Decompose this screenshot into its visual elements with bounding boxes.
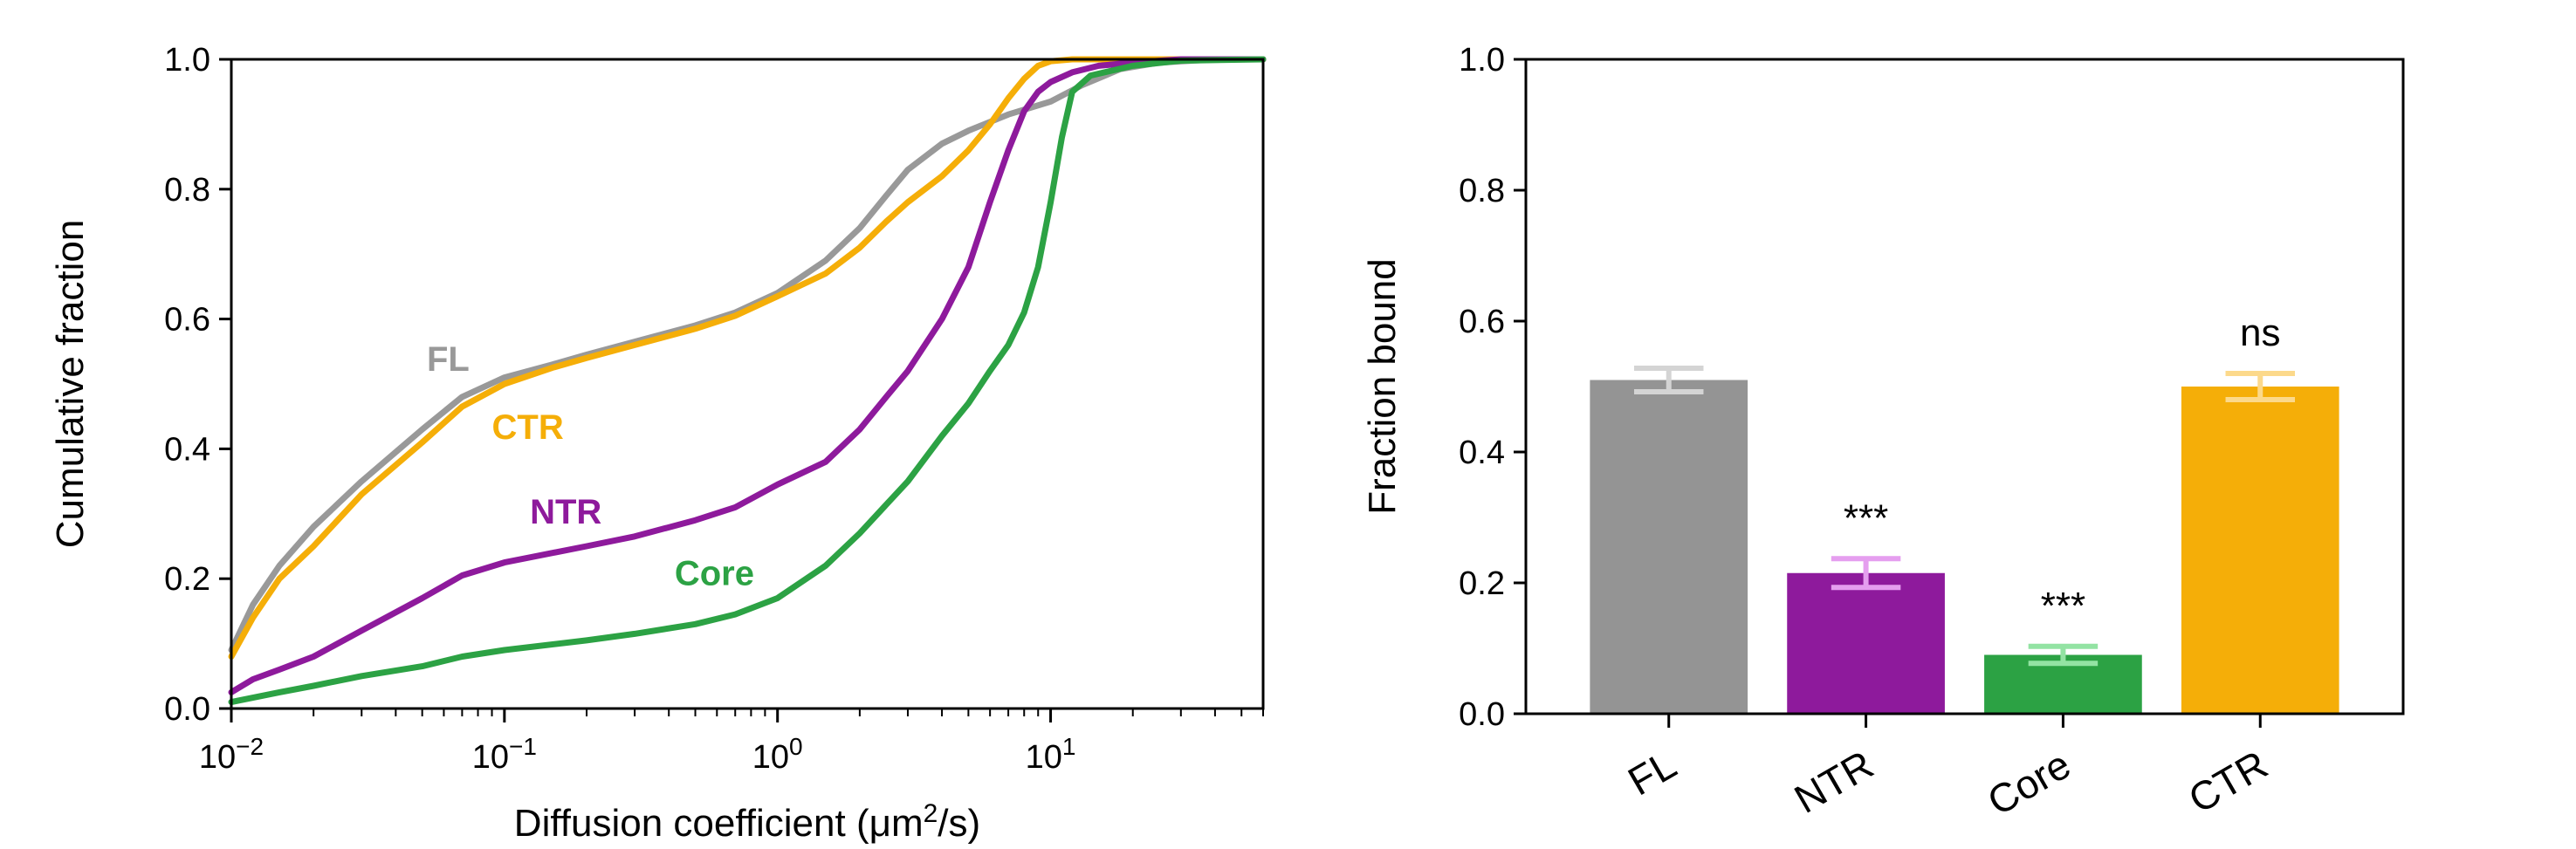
cdf-x-tick-exp: −2 <box>236 733 264 760</box>
cdf-series-ntr <box>228 56 1267 695</box>
cdf-y-axis-label: Cumulative fraction <box>49 220 92 549</box>
bar-y-tick-label: 0.4 <box>1459 435 1505 471</box>
cdf-x-tick-base: 10 <box>199 739 236 776</box>
bar-ctr <box>2181 387 2339 714</box>
bar-plot-area: *** *** ns <box>1590 312 2339 714</box>
cdf-x-axis-label-tail: /s) <box>938 802 980 845</box>
cdf-series-label-fl: FL <box>427 340 470 379</box>
bar-y-tick-label: 1.0 <box>1459 42 1505 79</box>
cdf-x-tick-base: 10 <box>752 739 789 776</box>
bar-x-tick-label: FL <box>1620 742 1683 804</box>
bar-panel: *** *** ns 0.0 0.2 0.4 0.6 0.8 1.0 FL NTR Core CTR… <box>1361 42 2405 825</box>
cdf-series-label-ntr: NTR <box>530 493 601 531</box>
bar-y-tick-label: 0.6 <box>1459 304 1505 340</box>
cdf-axes-frame <box>230 58 1265 710</box>
cdf-x-tick-label: 10−2 <box>199 733 264 777</box>
cdf-y-tick-label: 0.0 <box>164 691 210 728</box>
bar-y-axis-label: Fraction bound <box>1361 258 1404 515</box>
cdf-y-tick-label: 0.4 <box>164 431 210 468</box>
bar-x-axis: FL NTR Core CTR <box>1620 714 2275 825</box>
cdf-x-tick-base: 10 <box>1026 739 1062 776</box>
cdf-y-tick-label: 0.8 <box>164 172 210 209</box>
cdf-x-axis-label: Diffusion coefficient (μm2/s) <box>514 799 980 846</box>
cdf-y-tick-label: 0.2 <box>164 561 210 598</box>
bar-x-tick-label: CTR <box>2181 742 2275 822</box>
bar-y-tick-label: 0.8 <box>1459 173 1505 209</box>
significance-label-core: *** <box>2041 585 2085 627</box>
bar-y-tick-label: 0.0 <box>1459 696 1505 733</box>
cdf-x-axis-label-sup: 2 <box>924 799 938 828</box>
bar-ntr <box>1787 572 1945 714</box>
significance-label-ctr: ns <box>2240 312 2280 354</box>
cdf-x-tick-label: 101 <box>1026 733 1076 777</box>
cdf-x-tick-label: 10−1 <box>472 733 537 777</box>
cdf-x-axis: 10−2 10−1 100 101 <box>199 709 1264 777</box>
cdf-series-ctr <box>228 56 1267 660</box>
cdf-y-axis: 0.0 0.2 0.4 0.6 0.8 1.0 <box>164 42 231 728</box>
cdf-x-axis-label-main: Diffusion coefficient (μm <box>514 802 924 845</box>
cdf-series-core <box>228 56 1267 706</box>
cdf-y-tick-label: 1.0 <box>164 42 210 79</box>
cdf-x-tick-label: 100 <box>752 733 803 777</box>
bar-fl <box>1590 380 1748 714</box>
cdf-series-label-core: Core <box>675 555 754 593</box>
significance-label-ntr: *** <box>1844 496 1888 539</box>
cdf-x-tick-exp: 0 <box>789 733 803 760</box>
bar-y-tick-label: 0.2 <box>1459 565 1505 602</box>
bar-x-tick-label: NTR <box>1787 742 1881 822</box>
cdf-x-tick-exp: 1 <box>1062 733 1076 760</box>
bar-y-axis: 0.0 0.2 0.4 0.6 0.8 1.0 <box>1459 42 1526 733</box>
cdf-y-tick-label: 0.6 <box>164 302 210 339</box>
bar-axes-frame <box>1524 58 2405 715</box>
cdf-x-tick-base: 10 <box>472 739 509 776</box>
cdf-x-tick-exp: −1 <box>509 733 537 760</box>
cdf-plot-area: FL CTR NTR Core <box>228 56 1267 706</box>
cdf-series-label-ctr: CTR <box>492 408 564 447</box>
bar-x-tick-label: Core <box>1980 742 2078 825</box>
